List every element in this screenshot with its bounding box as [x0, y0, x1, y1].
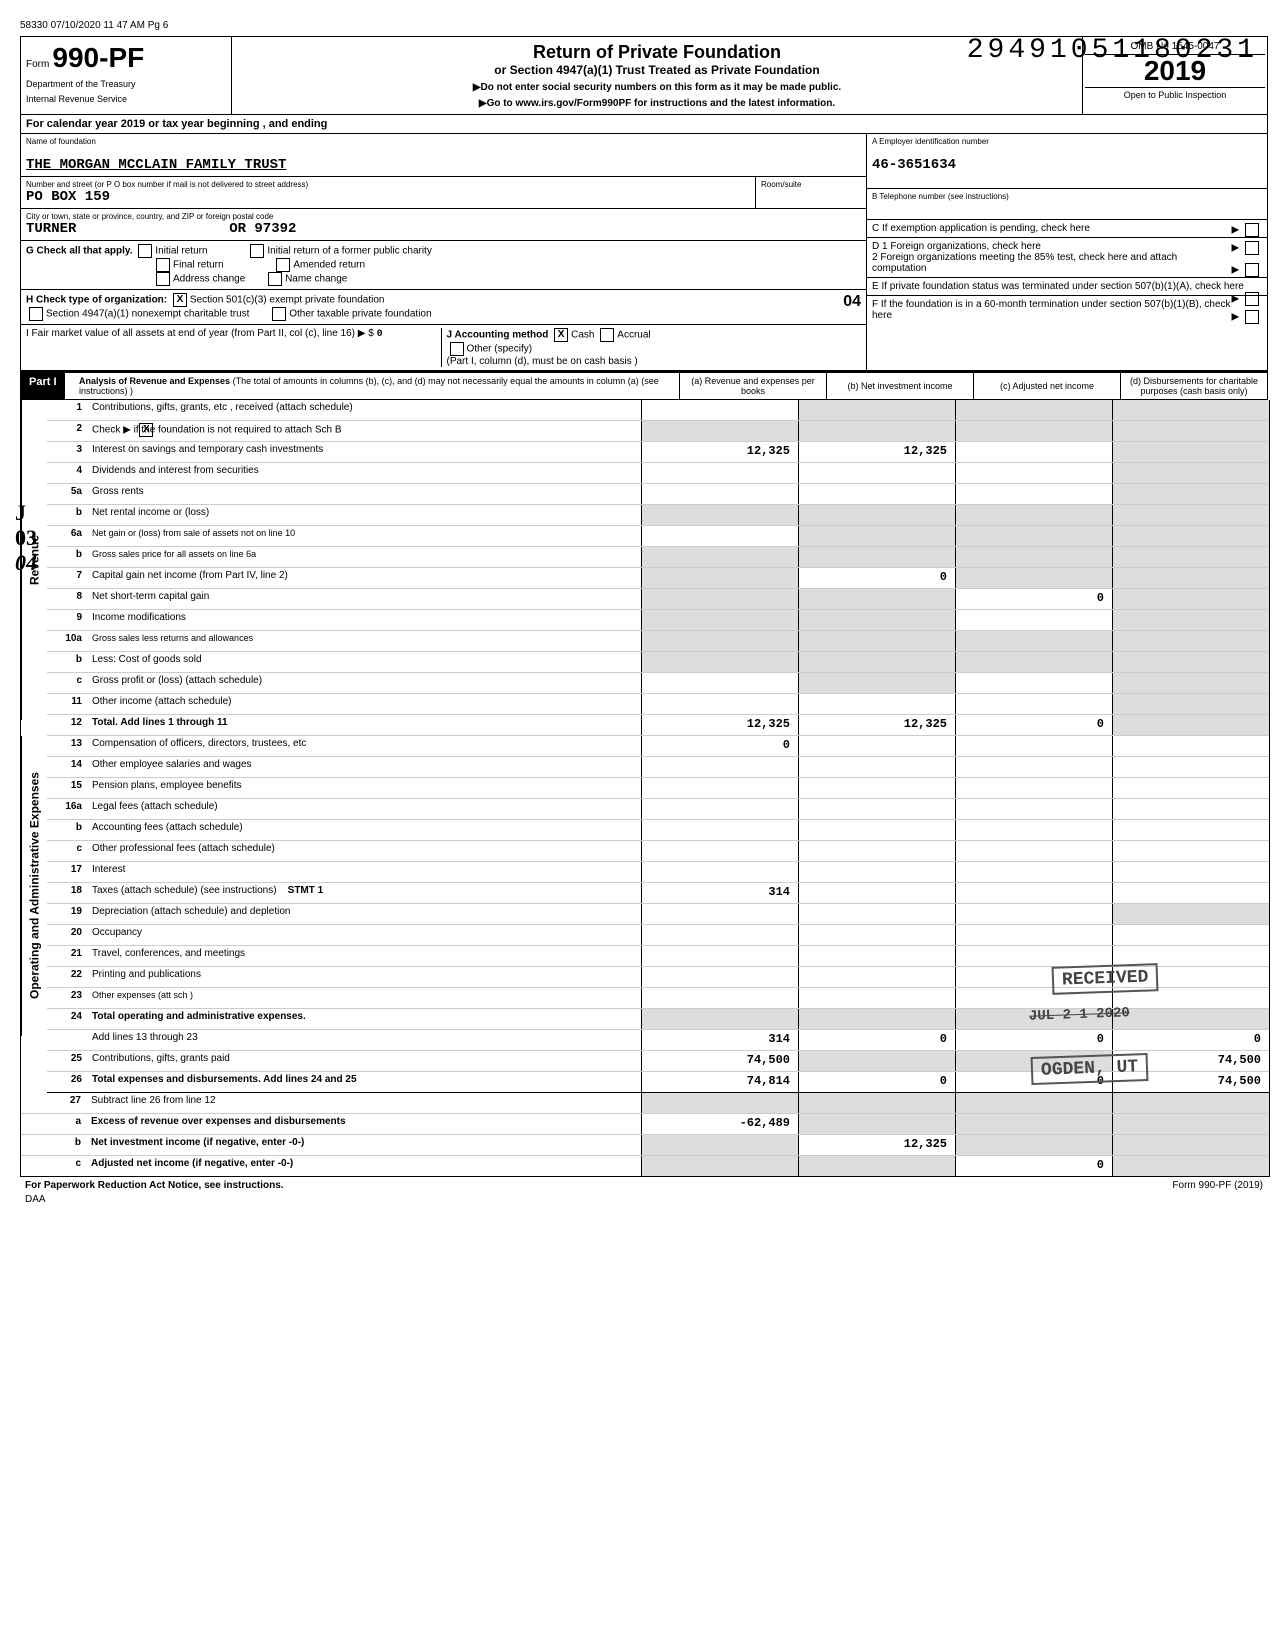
dept-irs: Internal Revenue Service	[26, 94, 226, 104]
chk-accrual[interactable]	[600, 328, 614, 342]
vert-revenue: Revenue	[21, 400, 47, 720]
chk-d2[interactable]	[1245, 263, 1259, 277]
title-box: Return of Private Foundation or Section …	[232, 37, 1082, 114]
inst1: ▶Do not enter social security numbers on…	[237, 82, 1077, 93]
chk-amended[interactable]	[276, 258, 290, 272]
daa: DAA	[20, 1194, 1268, 1205]
j-note: (Part I, column (d), must be on cash bas…	[447, 356, 638, 367]
g-label: G Check all that apply.	[26, 246, 133, 257]
paperwork-notice: For Paperwork Reduction Act Notice, see …	[25, 1180, 284, 1191]
vert-opex: Operating and Administrative Expenses	[21, 736, 47, 1036]
part1-desc: Analysis of Revenue and Expenses (The to…	[76, 373, 679, 399]
addr: PO BOX 159	[26, 189, 750, 205]
h-row: H Check type of organization: XSection 5…	[21, 290, 866, 325]
col-d: (d) Disbursements for charitable purpose…	[1120, 373, 1267, 399]
city-label: City or town, state or province, country…	[26, 212, 861, 221]
form-prefix: Form	[26, 59, 49, 70]
chk-d1[interactable]	[1245, 241, 1259, 255]
chk-other-tax[interactable]	[272, 307, 286, 321]
city: TURNER	[26, 221, 76, 237]
chk-4947[interactable]	[29, 307, 43, 321]
form-ref: Form 990-PF (2019)	[1172, 1180, 1263, 1191]
chk-e[interactable]	[1245, 292, 1259, 306]
col-b: (b) Net investment income	[826, 373, 973, 399]
chk-sch-b[interactable]: X	[139, 423, 153, 437]
room-label: Room/suite	[761, 180, 861, 189]
inst2: ▶Go to www.irs.gov/Form990PF for instruc…	[237, 98, 1077, 109]
chk-initial[interactable]	[138, 244, 152, 258]
chk-name-change[interactable]	[268, 272, 282, 286]
city-cell: City or town, state or province, country…	[21, 209, 866, 241]
addr-cell: Number and street (or P O box number if …	[21, 177, 755, 209]
foundation-name: THE MORGAN MCCLAIN FAMILY TRUST	[26, 157, 861, 173]
g-row: G Check all that apply. Initial return I…	[21, 241, 866, 290]
chk-501c3[interactable]: X	[173, 293, 187, 307]
chk-other-method[interactable]	[450, 342, 464, 356]
state-zip: OR 97392	[229, 221, 296, 237]
calendar-year: For calendar year 2019 or tax year begin…	[20, 115, 1268, 134]
ein-cell: A Employer identification number 46-3651…	[867, 134, 1267, 189]
f-cell: F If the foundation is in a 60-month ter…	[867, 296, 1267, 324]
form-number: 990-PF	[52, 42, 144, 73]
chk-c[interactable]	[1245, 223, 1259, 237]
stamp-received: RECEIVED	[1051, 963, 1158, 995]
chk-cash[interactable]: X	[554, 328, 568, 342]
right-info: A Employer identification number 46-3651…	[867, 134, 1267, 370]
name-label: Name of foundation	[26, 137, 861, 146]
col-a: (a) Revenue and expenses per books	[679, 373, 826, 399]
form-box: Form 990-PF Department of the Treasury I…	[21, 37, 232, 114]
ij-row: I Fair market value of all assets at end…	[21, 325, 866, 370]
tel-cell: B Telephone number (see instructions)	[867, 189, 1267, 220]
c-cell: C If exemption application is pending, c…	[867, 220, 1267, 238]
inspection: Open to Public Inspection	[1085, 88, 1265, 102]
col-c: (c) Adjusted net income	[973, 373, 1120, 399]
h-code: 04	[843, 293, 861, 311]
ein-label: A Employer identification number	[872, 137, 1262, 146]
room-cell: Room/suite	[755, 177, 866, 209]
j-label: J Accounting method	[447, 330, 549, 341]
chk-f[interactable]	[1245, 310, 1259, 324]
name-cell: Name of foundation THE MORGAN MCCLAIN FA…	[21, 134, 866, 177]
stamp-date: JUL 2 1 2020	[1021, 1003, 1138, 1027]
info-grid: Name of foundation THE MORGAN MCCLAIN FA…	[20, 134, 1268, 371]
ein-value: 46-3651634	[872, 157, 1262, 173]
e-cell: E If private foundation status was termi…	[867, 278, 1267, 296]
d-cell: D 1 Foreign organizations, check here ▶ …	[867, 238, 1267, 278]
part1-header: Part I Analysis of Revenue and Expenses …	[20, 371, 1268, 400]
chk-final[interactable]	[156, 258, 170, 272]
chk-addr-change[interactable]	[156, 272, 170, 286]
dept-treasury: Department of the Treasury	[26, 79, 226, 89]
stamp-ogden: OGDEN, UT	[1030, 1053, 1148, 1085]
h-label: H Check type of organization:	[26, 295, 167, 306]
part1-label: Part I	[21, 373, 65, 399]
dln-number: 29491051180231	[967, 35, 1258, 66]
sub-title: or Section 4947(a)(1) Trust Treated as P…	[237, 63, 1077, 77]
tel-label: B Telephone number (see instructions)	[872, 192, 1262, 201]
i-value: 0	[377, 329, 383, 340]
addr-label: Number and street (or P O box number if …	[26, 180, 750, 189]
footer: For Paperwork Reduction Act Notice, see …	[20, 1177, 1268, 1194]
left-info: Name of foundation THE MORGAN MCCLAIN FA…	[21, 134, 867, 370]
chk-initial-former[interactable]	[250, 244, 264, 258]
scan-stamp: 58330 07/10/2020 11 47 AM Pg 6	[20, 20, 1268, 31]
form-page: 58330 07/10/2020 11 47 AM Pg 6 294910511…	[20, 20, 1268, 1205]
main-title: Return of Private Foundation	[237, 42, 1077, 63]
i-label: I Fair market value of all assets at end…	[26, 328, 374, 339]
